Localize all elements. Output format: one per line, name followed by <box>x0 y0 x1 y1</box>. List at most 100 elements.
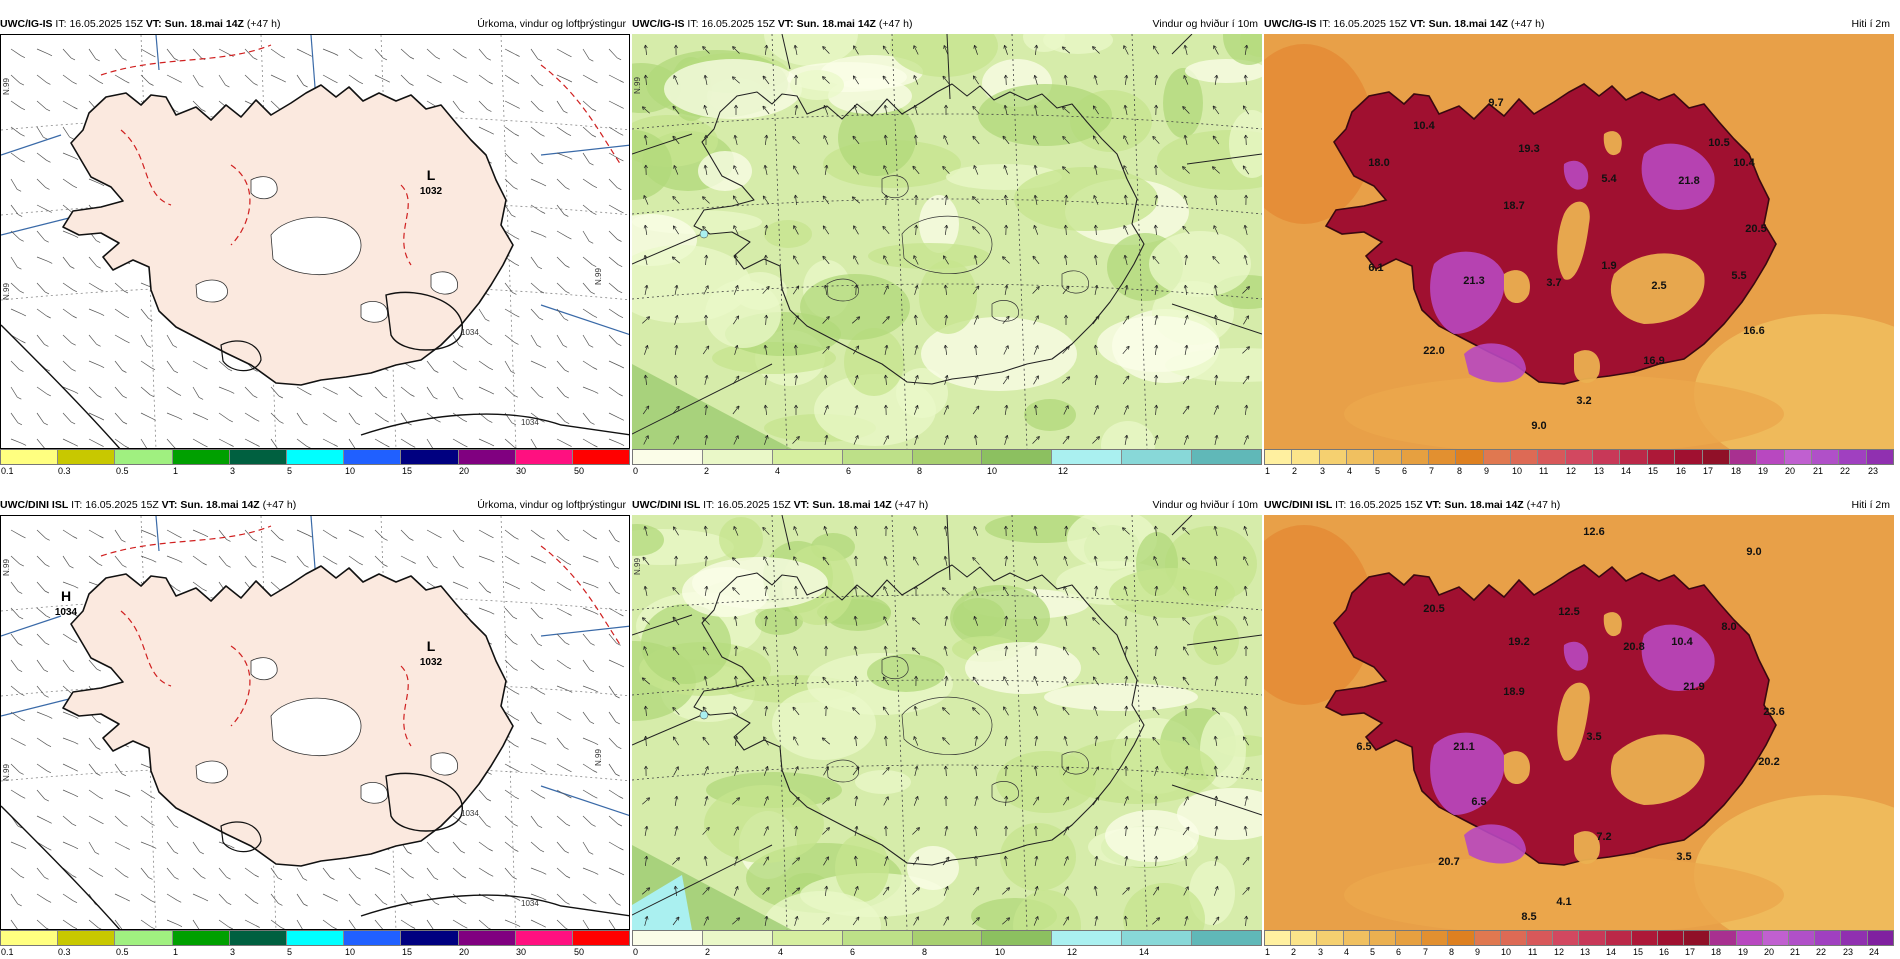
temperature-value: 20.7 <box>1438 856 1459 868</box>
latitude-label: N.99 <box>633 77 642 94</box>
temperature-value: 18.9 <box>1503 686 1524 698</box>
lead-time: (+47 h) <box>879 18 913 30</box>
panel-header: UWC/DINI ISL IT: 16.05.2025 15Z VT: Sun.… <box>1264 497 1894 513</box>
init-time-label: IT: <box>1319 18 1330 30</box>
colorbar-swatch <box>843 450 913 464</box>
temperature-value: 3.5 <box>1586 731 1601 743</box>
colorbar-swatch <box>1703 450 1730 464</box>
colorbar-swatch <box>1566 450 1593 464</box>
colorbar-swatch <box>516 931 573 945</box>
colorbar-swatch <box>1538 450 1565 464</box>
colorbar-swatch <box>459 450 516 464</box>
temperature-value: 4.1 <box>1556 896 1571 908</box>
colorbar-tick-label: 3 <box>230 947 235 957</box>
temperature-value: 12.5 <box>1558 606 1579 618</box>
temperature-value: 1.9 <box>1601 260 1616 272</box>
colorbar-tick-label: 23 <box>1868 466 1878 476</box>
colorbar-tick-label: 13 <box>1580 947 1590 957</box>
temperature-value: 5.5 <box>1731 270 1746 282</box>
panel-header: UWC/IG-IS IT: 16.05.2025 15Z VT: Sun. 18… <box>0 16 630 32</box>
colorbar-swatch <box>459 931 516 945</box>
valid-time-value: Sun. 18.mai 14Z <box>165 18 244 30</box>
init-time-value: 16.05.2025 15Z <box>717 499 791 511</box>
panel-temp-dini: UWC/DINI ISL IT: 16.05.2025 15Z VT: Sun.… <box>1264 497 1894 959</box>
colorbar-swatch <box>1737 931 1763 945</box>
colorbar-swatch <box>773 931 843 945</box>
temperature-value: 16.6 <box>1743 325 1764 337</box>
colorbar-swatch <box>1374 450 1401 464</box>
colorbar-swatch <box>573 450 629 464</box>
init-time-label: IT: <box>71 499 82 511</box>
panel-header: UWC/DINI ISL IT: 16.05.2025 15Z VT: Sun.… <box>0 497 630 513</box>
temperature-value: 22.0 <box>1423 345 1444 357</box>
colorbar-swatch <box>633 450 703 464</box>
pressure-center-value: 1032 <box>420 657 443 668</box>
map-area: N.99 <box>632 34 1262 449</box>
colorbar-tick-label: 50 <box>574 466 584 476</box>
colorbar-swatch <box>1593 450 1620 464</box>
colorbar-swatch <box>1648 450 1675 464</box>
colorbar-tick-label: 21 <box>1813 466 1823 476</box>
colorbar-tick-label: 10 <box>1512 466 1522 476</box>
colorbar-swatch <box>230 450 287 464</box>
colorbar-tick-label: 11 <box>1528 947 1537 957</box>
glacier <box>431 272 458 294</box>
colorbar-swatch <box>703 450 773 464</box>
colorbar-swatch <box>773 450 843 464</box>
colorbar-tick-label: 2 <box>704 466 709 476</box>
pressure-center-value: 1032 <box>420 186 443 197</box>
colorbar-swatch <box>1501 931 1527 945</box>
lead-time: (+47 h) <box>1511 18 1545 30</box>
colorbar-swatch <box>1 450 58 464</box>
colorbar-tick-label: 10 <box>345 466 355 476</box>
temperature-value: 10.4 <box>1671 636 1693 648</box>
glacier <box>271 217 361 274</box>
temperature-value: 6.1 <box>1368 262 1383 274</box>
colorbar-tick-label: 12 <box>1067 947 1077 957</box>
colorbar-tick-label: 8 <box>917 466 922 476</box>
temperature-value: 10.4 <box>1733 157 1755 169</box>
colorbar-tick-label: 5 <box>287 947 292 957</box>
colorbar-tick-label: 30 <box>516 947 526 957</box>
glacier <box>361 301 388 322</box>
colorbar-tick-label: 1 <box>173 466 178 476</box>
temperature-value: 19.2 <box>1508 636 1529 648</box>
colorbar-swatch <box>1841 931 1867 945</box>
colorbar-tick-label: 12 <box>1554 947 1564 957</box>
colorbar-tick-label: 18 <box>1711 947 1721 957</box>
colorbar-swatch <box>1448 931 1474 945</box>
temperature-value: 10.4 <box>1413 120 1435 132</box>
colorbar-swatch <box>1868 931 1893 945</box>
colorbar-tick-label: 18 <box>1731 466 1741 476</box>
colorbar-swatch <box>344 450 401 464</box>
colorbar-tick-label: 23 <box>1843 947 1853 957</box>
colorbar <box>0 449 630 465</box>
colorbar-tick-label: 15 <box>1633 947 1643 957</box>
temperature-value: 20.2 <box>1758 756 1779 768</box>
glacier <box>251 177 277 199</box>
temperature-value: 20.5 <box>1745 223 1766 235</box>
colorbar-swatch <box>287 931 344 945</box>
colorbar-tick-label: 3 <box>1320 466 1325 476</box>
colorbar-swatch <box>1757 450 1784 464</box>
init-time-label: IT: <box>687 18 698 30</box>
pressure-center-value: 1034 <box>55 607 78 618</box>
colorbar-swatch <box>1429 450 1456 464</box>
colorbar-swatch <box>1320 450 1347 464</box>
valid-time-value: Sun. 18.mai 14Z <box>180 499 259 511</box>
colorbar-tick-label: 15 <box>402 947 412 957</box>
colorbar-swatch <box>115 450 172 464</box>
colorbar-swatch <box>573 931 629 945</box>
lead-time: (+47 h) <box>895 499 929 511</box>
map-svg: 9.710.418.019.35.410.421.810.518.720.56.… <box>1264 34 1894 449</box>
temperature-value: 18.7 <box>1503 200 1524 212</box>
colorbar-swatch <box>1785 450 1812 464</box>
map-svg: N.99 <box>632 34 1262 449</box>
panel-header: UWC/DINI ISL IT: 16.05.2025 15Z VT: Sun.… <box>632 497 1262 513</box>
glacier <box>251 658 277 680</box>
temperature-value: 9.0 <box>1531 420 1546 432</box>
model-name: UWC/IG-IS <box>0 18 53 30</box>
